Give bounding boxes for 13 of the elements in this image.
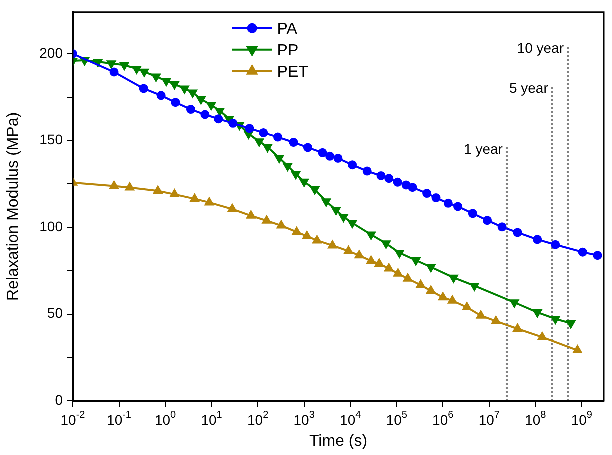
y-tick-label: 0: [55, 392, 64, 408]
y-tick-label: 200: [40, 44, 64, 61]
legend-label: PET: [277, 64, 309, 81]
x-axis-title: Time (s): [309, 432, 368, 450]
y-tick-label: 50: [47, 305, 64, 322]
y-tick-label: 150: [40, 132, 64, 148]
y-axis-title: Relaxation Modulus (MPa): [5, 112, 22, 301]
legend-label: PP: [277, 42, 299, 60]
legend-label: PA: [277, 20, 298, 38]
annotation: 1 year: [464, 140, 504, 157]
y-tick-label: 100: [40, 218, 64, 234]
annotation: 10 year: [517, 40, 564, 56]
annotation: 5 year: [509, 80, 549, 96]
